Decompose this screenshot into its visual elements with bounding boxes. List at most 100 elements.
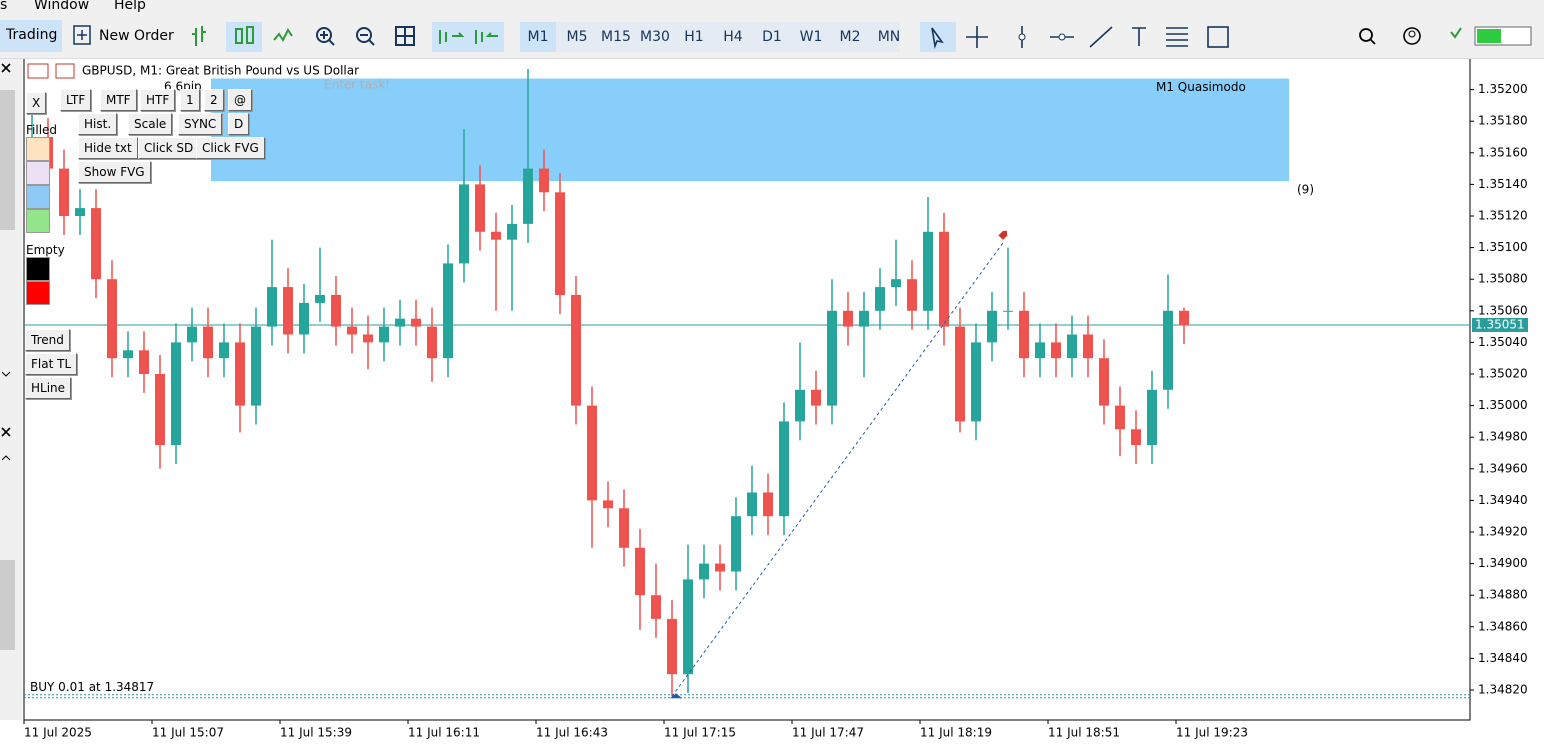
candle-body <box>763 492 773 517</box>
candle-body <box>683 579 693 675</box>
timeframe[interactable]: M2 <box>839 29 861 45</box>
timeframe[interactable]: W1 <box>799 29 823 45</box>
color-swatch[interactable] <box>26 185 50 209</box>
y-tick-label: 1.35020 <box>1478 366 1528 380</box>
panel-button[interactable]: LTF <box>60 89 92 111</box>
y-tick-label: 1.35040 <box>1478 335 1528 349</box>
candle-body <box>923 231 933 311</box>
y-tick-label: 1.34920 <box>1478 524 1528 538</box>
candle-body <box>747 492 757 517</box>
candle-body <box>1131 429 1141 446</box>
tool-button[interactable]: HLine <box>25 377 72 399</box>
candle-body <box>651 595 661 619</box>
candle-body <box>859 310 869 327</box>
timeframe[interactable]: H4 <box>723 29 743 45</box>
candle-body <box>491 231 501 240</box>
tool-button[interactable]: Trend <box>25 329 70 351</box>
candle-body <box>59 168 69 216</box>
timeframe[interactable]: M30 <box>640 29 670 45</box>
candle-body <box>667 618 677 675</box>
candle-body <box>91 208 101 280</box>
timeframe[interactable]: H1 <box>684 29 704 45</box>
panel-button[interactable]: Show FVG <box>78 161 151 183</box>
color-swatch[interactable] <box>26 161 50 185</box>
panel-button[interactable]: Hide txt <box>78 137 138 159</box>
candle-body <box>939 231 949 327</box>
chart-icon[interactable] <box>55 63 75 79</box>
panel-button[interactable]: Click SD <box>138 137 200 159</box>
x-tick-label: 11 Jul 2025 <box>24 726 92 740</box>
panel-button[interactable]: Hist. <box>78 113 118 135</box>
y-tick-label: 1.34900 <box>1478 556 1528 570</box>
menu-item[interactable]: Window <box>34 0 90 13</box>
chart-title: GBPUSD, M1: Great British Pound vs US Do… <box>82 64 359 78</box>
candle-body <box>603 500 613 509</box>
candle-body <box>219 342 229 359</box>
panel-button[interactable]: 1 <box>180 89 200 111</box>
sell-arrow <box>998 230 1008 240</box>
panel-button[interactable]: 2 <box>204 89 224 111</box>
timeframe[interactable]: M1 <box>527 29 549 45</box>
panel-button[interactable]: @ <box>228 89 252 111</box>
new-order[interactable]: New Order <box>99 28 174 44</box>
timeframe[interactable]: MN <box>877 29 901 45</box>
close-icon[interactable] <box>1 63 11 437</box>
panel-button[interactable]: Click FVG <box>196 137 265 159</box>
candle-body <box>251 326 261 406</box>
panel-button[interactable]: D <box>228 113 250 135</box>
y-tick-label: 1.35200 <box>1478 82 1528 96</box>
new-order-icon[interactable] <box>72 24 94 46</box>
panel-close[interactable]: X <box>26 92 47 114</box>
chevron[interactable] <box>1 371 11 461</box>
x-tick-label: 11 Jul 18:51 <box>1048 726 1120 740</box>
menu-icon[interactable] <box>27 63 49 79</box>
x-tick-label: 11 Jul 16:11 <box>408 726 480 740</box>
candle-body <box>731 516 741 572</box>
candle-body <box>1035 342 1045 359</box>
tf-selected <box>520 22 556 52</box>
candle-body <box>395 318 405 327</box>
menu-item[interactable]: s <box>0 0 8 13</box>
candle-body <box>235 342 245 406</box>
candle-body <box>907 279 917 311</box>
algo-trading[interactable]: Trading <box>0 20 62 52</box>
candle-body <box>1163 310 1173 390</box>
panel-button[interactable]: Scale <box>128 113 173 135</box>
candle-body <box>619 508 629 548</box>
color-swatch[interactable] <box>26 257 50 281</box>
candle-body <box>331 294 341 327</box>
y-tick-label: 1.35180 <box>1478 114 1528 128</box>
color-swatch[interactable] <box>26 281 50 305</box>
y-tick-label: 1.34840 <box>1478 651 1528 665</box>
panel-button[interactable]: SYNC <box>178 113 223 135</box>
tool-button[interactable]: Flat TL <box>25 353 78 375</box>
drawing-tools <box>920 22 1229 52</box>
menu-item[interactable]: Help <box>114 0 146 13</box>
y-tick-label: 1.35060 <box>1478 303 1528 317</box>
empty-label: Empty <box>26 243 65 257</box>
candle-body <box>139 350 149 374</box>
candle-body <box>1115 405 1125 430</box>
y-tick-label: 1.35160 <box>1478 145 1528 159</box>
candle-body <box>411 318 421 327</box>
timeframe[interactable]: M5 <box>566 29 588 45</box>
timeframe[interactable]: M15 <box>601 29 631 45</box>
candle-body <box>107 279 117 359</box>
y-tick-label: 1.35140 <box>1478 177 1528 191</box>
color-swatch[interactable] <box>26 209 50 233</box>
candle-body <box>795 389 805 422</box>
panel-button[interactable]: MTF <box>100 89 137 111</box>
timeframe[interactable]: D1 <box>762 29 782 45</box>
x-tick-label: 11 Jul 17:47 <box>792 726 864 740</box>
y-tick-label: 1.34860 <box>1478 619 1528 633</box>
y-tick-label: 1.35100 <box>1478 240 1528 254</box>
candle-body <box>971 342 981 422</box>
candle-body <box>523 168 533 224</box>
candle-body <box>827 310 837 406</box>
candle-body <box>171 342 181 446</box>
candle-body <box>539 168 549 193</box>
color-swatch[interactable] <box>26 137 50 161</box>
candle-body <box>123 350 133 359</box>
panel-button[interactable]: HTF <box>140 89 176 111</box>
